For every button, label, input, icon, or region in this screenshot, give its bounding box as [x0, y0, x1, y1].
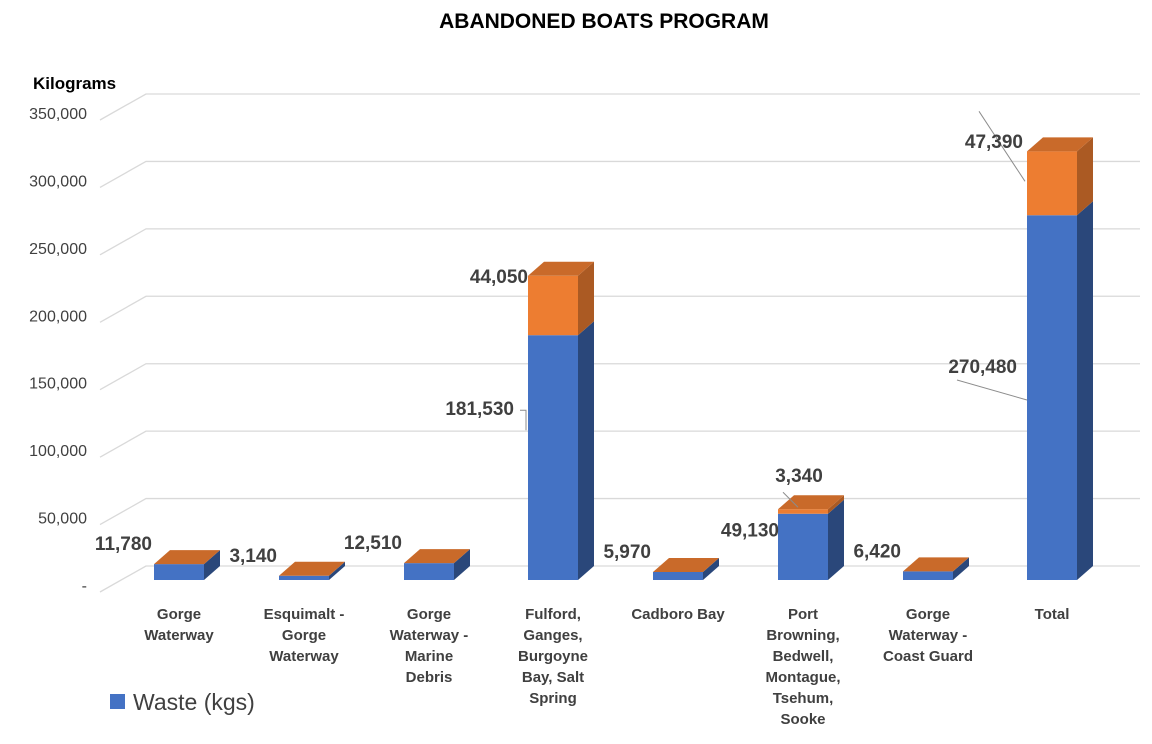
- bar-top: [279, 561, 345, 576]
- gridline: [99, 228, 1140, 256]
- gridlines: [99, 93, 1140, 593]
- gridline: [99, 430, 1140, 458]
- bar-series2: [528, 275, 578, 336]
- y-tick-label: 100,000: [29, 443, 87, 460]
- y-tick-label: 150,000: [29, 376, 87, 393]
- category-label: Total: [1035, 606, 1070, 623]
- bar-waste: [528, 335, 578, 580]
- bar-waste: [279, 575, 329, 580]
- bar-series2-side: [578, 261, 594, 336]
- bar-top: [404, 549, 470, 564]
- data-label: 270,480: [948, 357, 1017, 378]
- bar-stack: [528, 261, 594, 580]
- legend: Waste (kgs): [110, 689, 255, 715]
- y-tick-label: 50,000: [38, 511, 87, 528]
- bar-waste: [154, 564, 204, 580]
- bar-waste-side: [953, 557, 969, 580]
- data-label: 47,390: [965, 132, 1023, 153]
- y-tick-label: 200,000: [29, 308, 87, 325]
- gridline: [99, 160, 1140, 188]
- bar-waste-side: [828, 499, 844, 580]
- data-label: 6,420: [853, 541, 901, 562]
- data-label: 181,530: [445, 399, 514, 420]
- category-label: Gorge Waterway -Marine Debris: [390, 606, 469, 686]
- data-label: 12,510: [344, 533, 402, 554]
- data-labels: 11,780 3,140 12,510 181,530 44,050 5,970 49,13…: [95, 111, 1028, 567]
- bar-stack: [653, 557, 719, 580]
- bar-top: [903, 557, 969, 572]
- legend-label-waste: Waste (kgs): [133, 689, 255, 715]
- chart-title: ABANDONED BOATS PROGRAM: [439, 10, 769, 33]
- y-tick-label: 250,000: [29, 241, 87, 258]
- gridline: [99, 295, 1140, 323]
- bar-waste-side: [578, 321, 594, 580]
- data-label: 3,340: [775, 466, 823, 487]
- data-label: 3,140: [229, 546, 277, 567]
- legend-swatch-waste: [110, 694, 125, 709]
- y-axis-label: Kilograms: [33, 74, 116, 93]
- data-label: 11,780: [95, 534, 152, 555]
- leader-line: [520, 409, 527, 431]
- bar-series2-side: [828, 495, 844, 514]
- y-tick-label: -: [82, 578, 87, 595]
- bar-waste: [903, 571, 953, 580]
- y-tick-label: 350,000: [29, 106, 87, 123]
- gridline: [99, 363, 1140, 391]
- bar-top: [653, 557, 719, 572]
- gridline: [99, 93, 1140, 121]
- y-axis-ticks: - 50,000 100,000 150,000 200,000 250,000 300,0…: [29, 106, 87, 595]
- bars: [154, 137, 1093, 580]
- category-label: Gorge Waterway: [144, 606, 214, 644]
- bar-waste-side: [204, 550, 220, 580]
- bar-waste-side: [1077, 201, 1093, 580]
- bar-top: [778, 495, 844, 510]
- bar-stack: [404, 549, 470, 580]
- bar-series2-side: [1077, 137, 1093, 216]
- bar-waste: [778, 513, 828, 580]
- category-label: Cadboro Bay: [631, 606, 725, 623]
- category-label: Port Browning, Bedwell, Montague, Tsehum, Soo…: [766, 606, 841, 728]
- bar-stack: [903, 557, 969, 580]
- bar-waste-side: [454, 549, 470, 580]
- bar-series2: [1027, 151, 1077, 216]
- bar-top: [528, 261, 594, 276]
- category-label: Fulford, Ganges, Burgoyne Bay, Salt Spring: [518, 606, 588, 707]
- leader-line: [978, 111, 1026, 182]
- bar-stack: [1027, 137, 1093, 580]
- bar-top: [1027, 137, 1093, 152]
- bar-stack: [279, 561, 345, 580]
- leader-line: [782, 491, 799, 508]
- data-label: 49,130: [721, 521, 779, 542]
- bar-waste-side: [703, 557, 719, 580]
- gridline: [99, 565, 1140, 593]
- data-label: 44,050: [470, 267, 528, 288]
- bar-series2: [778, 509, 828, 514]
- category-label: Esquimalt -Gorge Waterway: [264, 606, 345, 665]
- category-label: Gorge Waterway -Coast Guard: [883, 606, 973, 665]
- bar-waste: [653, 571, 703, 580]
- y-tick-label: 300,000: [29, 173, 87, 190]
- bar-waste: [404, 563, 454, 580]
- bar-stack: [154, 550, 220, 580]
- bar-stack: [778, 495, 844, 580]
- bar-waste-side: [329, 561, 345, 580]
- gridline: [99, 497, 1140, 526]
- data-label: 5,970: [603, 542, 651, 563]
- leader-line: [956, 379, 1028, 401]
- category-labels: Gorge Waterway Esquimalt -Gorge Waterway Gor…: [144, 606, 1069, 728]
- bar-top: [154, 550, 220, 565]
- bar-waste: [1027, 215, 1077, 580]
